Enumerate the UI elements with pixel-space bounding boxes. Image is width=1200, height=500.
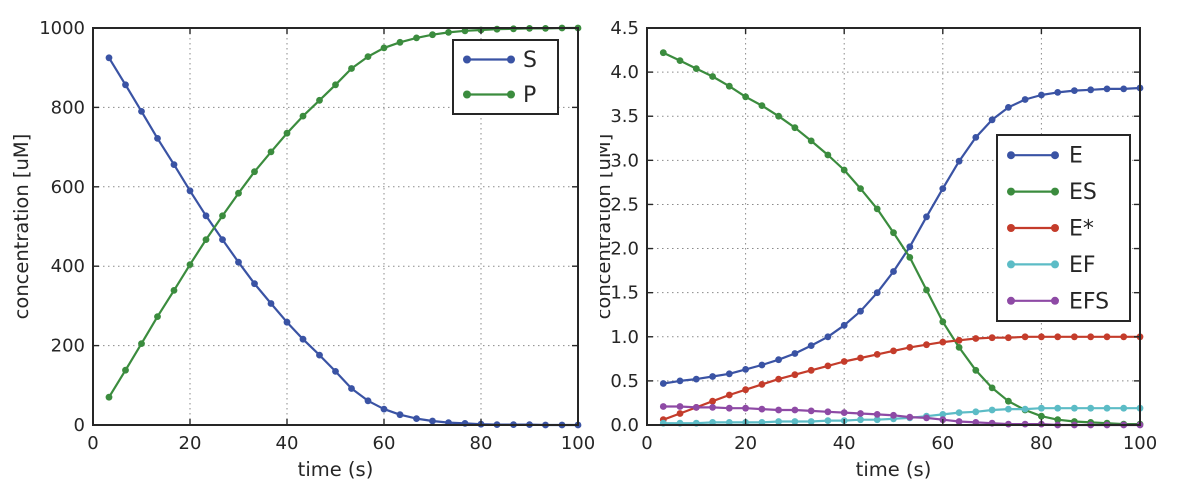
svg-text:20: 20 bbox=[179, 433, 202, 454]
legend-entry-EFS: EFS bbox=[1007, 289, 1109, 314]
svg-text:0: 0 bbox=[87, 433, 98, 454]
y-axis-label: concentration [uM] bbox=[600, 134, 615, 320]
substrate-product-chart: 0 20 40 60 80 100 0 200 400 600 800 1000 time (s) con… bbox=[10, 18, 595, 481]
svg-text:100: 100 bbox=[1123, 433, 1157, 454]
legend-label: E* bbox=[1069, 217, 1094, 242]
axes-frame bbox=[646, 27, 1141, 426]
legend-label: S bbox=[523, 48, 537, 73]
svg-text:1000: 1000 bbox=[39, 18, 85, 39]
svg-text:60: 60 bbox=[373, 433, 396, 454]
x-axis-label: time (s) bbox=[856, 458, 932, 481]
legend-label: E bbox=[1069, 144, 1083, 169]
svg-text:600: 600 bbox=[51, 177, 85, 198]
svg-text:40: 40 bbox=[833, 433, 856, 454]
enzyme-species-chart: 0 20 40 60 80 100 0.0 0.5 1.0 1.5 2.0 2.5 3.0 3.5 4.0 4… bbox=[600, 0, 1200, 500]
svg-text:4.5: 4.5 bbox=[610, 18, 639, 39]
y-tick-labels: 0.0 0.5 1.0 1.5 2.0 2.5 3.0 3.5 4.0 4.5 bbox=[610, 18, 639, 436]
svg-text:400: 400 bbox=[51, 256, 85, 277]
svg-text:1.0: 1.0 bbox=[610, 327, 639, 348]
svg-text:0.0: 0.0 bbox=[610, 415, 639, 436]
legend-label: P bbox=[523, 83, 536, 108]
legend: SP bbox=[452, 39, 559, 115]
svg-text:0: 0 bbox=[74, 415, 85, 436]
svg-text:2.5: 2.5 bbox=[610, 194, 639, 215]
svg-text:80: 80 bbox=[1030, 433, 1053, 454]
axes-frame bbox=[92, 27, 579, 426]
legend-label: ES bbox=[1069, 180, 1097, 205]
legend-entry-E*: E* bbox=[1007, 217, 1094, 242]
x-tick-labels: 0 20 40 60 80 100 bbox=[641, 433, 1157, 454]
x-axis-label: time (s) bbox=[298, 458, 374, 481]
legend-entry-ES: ES bbox=[1007, 180, 1097, 205]
series-E* bbox=[659, 333, 1144, 424]
svg-text:200: 200 bbox=[51, 336, 85, 357]
svg-text:3.5: 3.5 bbox=[610, 106, 639, 127]
series-E bbox=[659, 84, 1144, 387]
svg-text:2.0: 2.0 bbox=[610, 239, 639, 260]
svg-text:0.5: 0.5 bbox=[610, 371, 639, 392]
svg-text:40: 40 bbox=[276, 433, 299, 454]
svg-text:3.0: 3.0 bbox=[610, 150, 639, 171]
svg-text:20: 20 bbox=[734, 433, 757, 454]
legend-entry-S: S bbox=[463, 48, 537, 73]
legend-entry-P: P bbox=[463, 83, 536, 108]
svg-text:4.0: 4.0 bbox=[610, 62, 639, 83]
legend: E ES E* EF EFS bbox=[996, 134, 1131, 322]
svg-text:800: 800 bbox=[51, 97, 85, 118]
svg-text:1.5: 1.5 bbox=[610, 283, 639, 304]
svg-text:100: 100 bbox=[561, 433, 595, 454]
x-tick-labels: 0 20 40 60 80 100 bbox=[87, 433, 595, 454]
legend-entry-EF: EF bbox=[1007, 253, 1096, 278]
y-axis-label: concentration [uM] bbox=[10, 134, 33, 320]
legend-entry-E: E bbox=[1007, 144, 1083, 169]
enzyme-species-plot: 0 20 40 60 80 100 0.0 0.5 1.0 1.5 2.0 2.5 3.0 3.5 4.0 4… bbox=[600, 18, 1157, 481]
legend-label: EFS bbox=[1069, 289, 1109, 314]
svg-text:60: 60 bbox=[931, 433, 954, 454]
legend-label: EF bbox=[1069, 253, 1096, 278]
svg-text:0: 0 bbox=[641, 433, 652, 454]
svg-text:80: 80 bbox=[470, 433, 493, 454]
y-tick-labels: 0 200 400 600 800 1000 bbox=[39, 18, 85, 436]
